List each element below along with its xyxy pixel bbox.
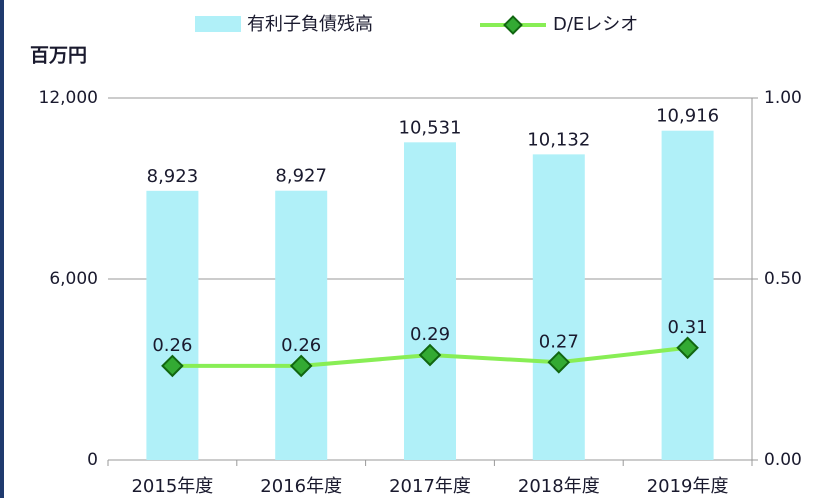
y-tick-label: 6,000 bbox=[49, 269, 98, 289]
x-tick-label: 2019年度 bbox=[647, 476, 729, 497]
y2-tick-label: 1.00 bbox=[764, 88, 802, 108]
y-tick-label: 12,000 bbox=[39, 88, 98, 108]
bar bbox=[532, 154, 585, 461]
line-value-label: 0.27 bbox=[539, 331, 579, 352]
legend-marker bbox=[503, 15, 523, 35]
bar bbox=[661, 130, 714, 460]
bar-value-label: 10,916 bbox=[656, 106, 719, 127]
y-axis-label: 百万円 bbox=[30, 45, 87, 67]
y2-tick-label: 0.00 bbox=[764, 450, 802, 470]
x-tick-label: 2015年度 bbox=[131, 476, 213, 497]
legend-label: D/Eレシオ bbox=[553, 14, 638, 35]
bar bbox=[404, 142, 456, 461]
legend-label: 有利子負債残高 bbox=[247, 14, 373, 35]
bar-value-label: 10,132 bbox=[527, 129, 590, 150]
bar bbox=[146, 190, 199, 461]
marker bbox=[676, 336, 699, 360]
left-border bbox=[0, 0, 4, 498]
bar-value-label: 8,923 bbox=[147, 166, 199, 187]
line-value-label: 0.31 bbox=[668, 317, 708, 338]
marker bbox=[547, 350, 571, 374]
line-value-label: 0.26 bbox=[281, 335, 321, 356]
x-tick-label: 2016年度 bbox=[260, 476, 342, 497]
line-value-label: 0.26 bbox=[152, 335, 192, 356]
x-tick-label: 2017年度 bbox=[389, 476, 471, 497]
marker bbox=[289, 354, 313, 378]
marker bbox=[161, 354, 184, 378]
y2-tick-label: 0.50 bbox=[764, 269, 802, 289]
bar-value-label: 10,531 bbox=[399, 117, 462, 138]
line-value-label: 0.29 bbox=[410, 324, 450, 345]
y-tick-label: 0 bbox=[87, 450, 98, 470]
bar-value-label: 8,927 bbox=[275, 166, 327, 187]
bar bbox=[275, 190, 328, 461]
legend-swatch bbox=[195, 16, 241, 32]
x-tick-label: 2018年度 bbox=[518, 476, 600, 497]
marker bbox=[418, 343, 442, 367]
